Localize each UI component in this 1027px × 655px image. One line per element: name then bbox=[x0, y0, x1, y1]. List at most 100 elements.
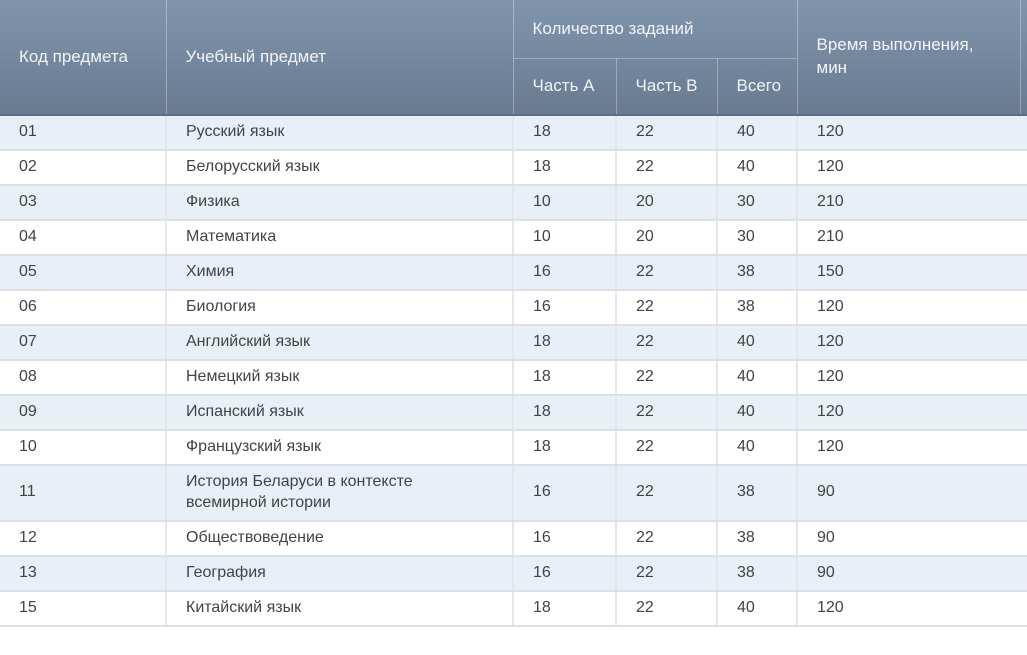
cell-time: 120 bbox=[796, 430, 1027, 466]
cell-part-a: 18 bbox=[512, 115, 616, 151]
cell-part-a: 16 bbox=[512, 255, 616, 291]
header-part-b: Часть В bbox=[615, 58, 717, 116]
cell-time: 90 bbox=[796, 555, 1027, 592]
cell-part-b: 22 bbox=[615, 395, 717, 431]
table-row: 12 Обществоведение 16 22 38 90 bbox=[0, 520, 1027, 557]
cell-time: 150 bbox=[796, 255, 1027, 291]
cell-subject: Французский язык bbox=[165, 430, 513, 466]
table-row: 08 Немецкий язык 18 22 40 120 bbox=[0, 360, 1027, 396]
cell-time: 120 bbox=[796, 150, 1027, 186]
cell-total: 40 bbox=[716, 115, 797, 151]
cell-part-a: 16 bbox=[512, 555, 616, 592]
cell-part-b: 22 bbox=[615, 255, 717, 291]
cell-subject: Немецкий язык bbox=[165, 360, 513, 396]
cell-time: 120 bbox=[796, 590, 1027, 627]
header-time: Время выполнения, мин bbox=[796, 0, 1027, 116]
cell-subject: Русский язык bbox=[165, 115, 513, 151]
cell-code: 15 bbox=[0, 590, 166, 627]
cell-code: 04 bbox=[0, 220, 166, 256]
cell-total: 30 bbox=[716, 185, 797, 221]
table-row: 10 Французский язык 18 22 40 120 bbox=[0, 430, 1027, 466]
cell-code: 11 bbox=[0, 465, 166, 522]
cell-part-a: 16 bbox=[512, 465, 616, 522]
cell-code: 12 bbox=[0, 520, 166, 557]
cell-time: 210 bbox=[796, 220, 1027, 256]
header-row-sub: Часть А Часть В Всего bbox=[0, 58, 1027, 116]
cell-subject: Математика bbox=[165, 220, 513, 256]
header-subject-code: Код предмета bbox=[0, 0, 166, 116]
table-row: 07 Английский язык 18 22 40 120 bbox=[0, 325, 1027, 361]
cell-part-a: 18 bbox=[512, 590, 616, 627]
header-part-a: Часть А bbox=[512, 58, 616, 116]
cell-part-a: 18 bbox=[512, 150, 616, 186]
cell-subject: Биология bbox=[165, 290, 513, 326]
cell-part-b: 22 bbox=[615, 430, 717, 466]
cell-time: 210 bbox=[796, 185, 1027, 221]
cell-total: 38 bbox=[716, 520, 797, 557]
cell-part-b: 20 bbox=[615, 220, 717, 256]
cell-total: 40 bbox=[716, 360, 797, 396]
cell-total: 38 bbox=[716, 465, 797, 522]
cell-part-a: 18 bbox=[512, 325, 616, 361]
cell-subject: Химия bbox=[165, 255, 513, 291]
cell-total: 38 bbox=[716, 555, 797, 592]
table-row: 05 Химия 16 22 38 150 bbox=[0, 255, 1027, 291]
table-row: 04 Математика 10 20 30 210 bbox=[0, 220, 1027, 256]
table-row: 03 Физика 10 20 30 210 bbox=[0, 185, 1027, 221]
table-header: Код предмета Учебный предмет Количество … bbox=[0, 0, 1027, 116]
cell-part-a: 10 bbox=[512, 220, 616, 256]
cell-subject: История Беларуси в контексте всемирной и… bbox=[165, 465, 513, 522]
cell-subject: География bbox=[165, 555, 513, 592]
cell-part-b: 22 bbox=[615, 360, 717, 396]
cell-subject: Английский язык bbox=[165, 325, 513, 361]
cell-total: 38 bbox=[716, 255, 797, 291]
cell-part-a: 16 bbox=[512, 520, 616, 557]
cell-code: 05 bbox=[0, 255, 166, 291]
cell-code: 13 bbox=[0, 555, 166, 592]
cell-subject: Китайский язык bbox=[165, 590, 513, 627]
cell-code: 09 bbox=[0, 395, 166, 431]
cell-part-a: 18 bbox=[512, 395, 616, 431]
cell-total: 40 bbox=[716, 590, 797, 627]
cell-subject: Обществоведение bbox=[165, 520, 513, 557]
exam-subjects-table: Код предмета Учебный предмет Количество … bbox=[0, 0, 1027, 627]
cell-part-b: 22 bbox=[615, 290, 717, 326]
cell-total: 40 bbox=[716, 150, 797, 186]
cell-subject: Испанский язык bbox=[165, 395, 513, 431]
cell-total: 40 bbox=[716, 395, 797, 431]
cell-code: 07 bbox=[0, 325, 166, 361]
cell-part-b: 22 bbox=[615, 590, 717, 627]
cell-code: 01 bbox=[0, 115, 166, 151]
cell-part-b: 22 bbox=[615, 115, 717, 151]
cell-time: 120 bbox=[796, 395, 1027, 431]
cell-time: 120 bbox=[796, 290, 1027, 326]
table-row: 09 Испанский язык 18 22 40 120 bbox=[0, 395, 1027, 431]
table-row: 01 Русский язык 18 22 40 120 bbox=[0, 115, 1027, 151]
cell-subject: Белорусский язык bbox=[165, 150, 513, 186]
cell-code: 06 bbox=[0, 290, 166, 326]
cell-part-b: 22 bbox=[615, 555, 717, 592]
header-row-top: Код предмета Учебный предмет Количество … bbox=[0, 0, 1027, 116]
cell-time: 90 bbox=[796, 465, 1027, 522]
cell-part-b: 22 bbox=[615, 465, 717, 522]
cell-part-b: 22 bbox=[615, 150, 717, 186]
cell-code: 02 bbox=[0, 150, 166, 186]
cell-total: 30 bbox=[716, 220, 797, 256]
cell-code: 03 bbox=[0, 185, 166, 221]
table-row: 13 География 16 22 38 90 bbox=[0, 555, 1027, 592]
cell-time: 120 bbox=[796, 360, 1027, 396]
cell-total: 40 bbox=[716, 325, 797, 361]
cell-part-b: 22 bbox=[615, 520, 717, 557]
cell-time: 90 bbox=[796, 520, 1027, 557]
cell-total: 40 bbox=[716, 430, 797, 466]
cell-time: 120 bbox=[796, 325, 1027, 361]
cell-subject: Физика bbox=[165, 185, 513, 221]
cell-part-b: 22 bbox=[615, 325, 717, 361]
table-row: 15 Китайский язык 18 22 40 120 bbox=[0, 590, 1027, 627]
header-tasks-group: Количество заданий bbox=[512, 0, 797, 59]
cell-part-a: 18 bbox=[512, 360, 616, 396]
cell-time: 120 bbox=[796, 115, 1027, 151]
cell-part-b: 20 bbox=[615, 185, 717, 221]
table-row: 11 История Беларуси в контексте всемирно… bbox=[0, 465, 1027, 522]
cell-code: 10 bbox=[0, 430, 166, 466]
